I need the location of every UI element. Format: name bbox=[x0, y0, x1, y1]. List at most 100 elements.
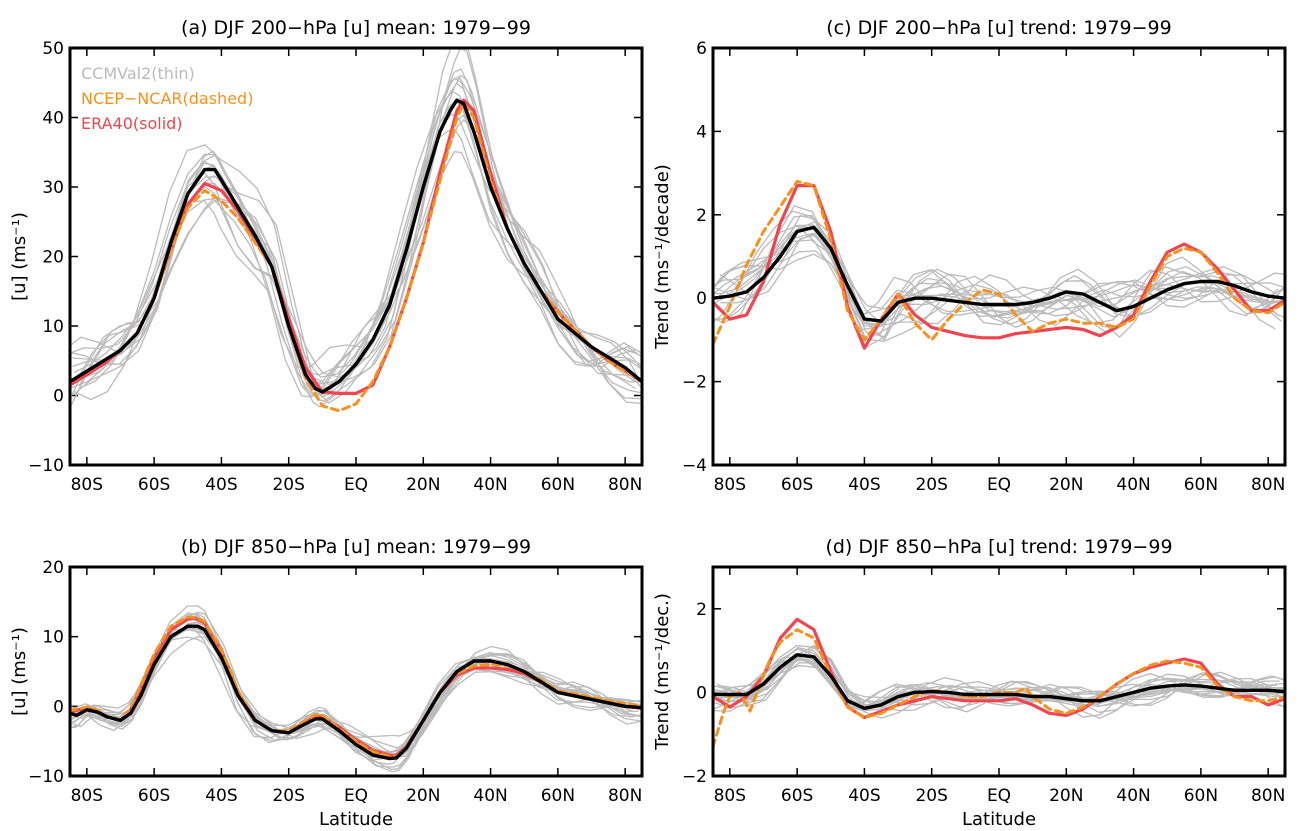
y-tick-label-c: 6 bbox=[696, 39, 707, 59]
series-ccmval-line-c bbox=[713, 239, 1276, 325]
series-ccmval-line-c bbox=[719, 234, 1285, 318]
x-tick-label-a: 60S bbox=[138, 475, 170, 495]
x-tick-label-a: 80N bbox=[608, 475, 642, 495]
y-tick-label-b: −10 bbox=[28, 767, 64, 787]
series-era40-line-c bbox=[713, 184, 1285, 350]
chart-title-a: (a) DJF 200−hPa [u] mean: 1979−99 bbox=[181, 17, 531, 39]
x-tick-label-a: 20N bbox=[406, 475, 440, 495]
x-tick-label-d: 80S bbox=[714, 786, 746, 806]
series-ccmval-line-b bbox=[70, 629, 640, 773]
y-tick-label-b: 20 bbox=[42, 558, 64, 578]
y-tick-label-c: −4 bbox=[682, 456, 707, 476]
series-ccmval-line-a bbox=[72, 99, 642, 392]
x-tick-label-a: 40N bbox=[473, 475, 507, 495]
series-ncep-line-c bbox=[713, 179, 1285, 346]
x-tick-label-b: 20S bbox=[272, 786, 304, 806]
x-tick-label-a: 80S bbox=[71, 475, 103, 495]
x-tick-label-d: 40S bbox=[848, 786, 880, 806]
panel-a: (a) DJF 200−hPa [u] mean: 1979−99 [u] (ms… bbox=[9, 17, 644, 495]
x-tick-label-d: 60N bbox=[1184, 786, 1218, 806]
series-ccmval-line-c bbox=[713, 225, 1285, 329]
y-axis-label-c: Trend (ms⁻¹/decade) bbox=[652, 164, 673, 350]
x-tick-label-b: 80N bbox=[608, 786, 642, 806]
series-ccmval-line-d bbox=[713, 644, 1284, 713]
panel-d: (d) DJF 850−hPa [u] trend: 1979−99 Trend … bbox=[652, 536, 1287, 830]
y-tick-label-b: 10 bbox=[42, 628, 64, 648]
chart-title-b: (b) DJF 850−hPa [u] mean: 1979−99 bbox=[181, 536, 531, 558]
series-ccmval-line-a bbox=[70, 118, 642, 401]
x-tick-label-a: EQ bbox=[344, 475, 368, 495]
x-axis-label-d: Latitude bbox=[962, 809, 1036, 830]
y-tick-label-a: 40 bbox=[42, 109, 64, 129]
series-ccmval-line-a bbox=[70, 98, 641, 403]
series-ccmval-line-a bbox=[78, 113, 642, 389]
y-tick-label-b: 0 bbox=[53, 697, 64, 717]
x-tick-label-c: 20N bbox=[1049, 475, 1083, 495]
x-tick-label-c: 40N bbox=[1116, 475, 1150, 495]
x-tick-label-c: 60S bbox=[781, 475, 813, 495]
x-tick-label-a: 20S bbox=[272, 475, 304, 495]
series-ccmval-line-c bbox=[713, 253, 1285, 326]
y-tick-label-a: 20 bbox=[42, 248, 64, 268]
plot-frame-a bbox=[68, 46, 644, 467]
x-tick-label-b: 20N bbox=[406, 786, 440, 806]
plot-frame-b bbox=[68, 565, 644, 778]
series-ccmval-line-b bbox=[70, 617, 641, 757]
x-tick-label-a: 40S bbox=[205, 475, 237, 495]
series-mmm-line-a bbox=[70, 98, 642, 394]
plot-frame-d bbox=[711, 565, 1287, 778]
x-tick-label-a: 60N bbox=[541, 475, 575, 495]
x-tick-label-c: 80N bbox=[1251, 475, 1285, 495]
x-tick-label-d: 20S bbox=[915, 786, 947, 806]
y-tick-label-d: 2 bbox=[696, 600, 707, 620]
x-tick-label-d: EQ bbox=[987, 786, 1011, 806]
x-tick-label-b: 40S bbox=[205, 786, 237, 806]
x-tick-label-d: 80N bbox=[1251, 786, 1285, 806]
legend-ncep: NCEP−NCAR(dashed) bbox=[81, 89, 253, 108]
x-tick-label-c: 80S bbox=[714, 475, 746, 495]
y-tick-label-c: 2 bbox=[696, 206, 707, 226]
x-tick-label-b: 60S bbox=[138, 786, 170, 806]
series-mmm-line-c bbox=[713, 225, 1285, 323]
series-ccmval-line-c bbox=[713, 214, 1279, 348]
plot-frame-c bbox=[711, 46, 1287, 467]
series-ccmval-line-a bbox=[70, 82, 642, 390]
x-tick-label-d: 40N bbox=[1116, 786, 1150, 806]
y-tick-label-c: 4 bbox=[696, 122, 707, 142]
panel-c: (c) DJF 200−hPa [u] trend: 1979−99 Trend … bbox=[652, 17, 1287, 495]
series-ncep-line-d bbox=[713, 628, 1285, 749]
series-mmm-line-d bbox=[713, 653, 1285, 710]
series-mmm-line-b bbox=[70, 624, 642, 761]
legend-era40: ERA40(solid) bbox=[81, 114, 183, 133]
series-ccmval-line-c bbox=[720, 214, 1285, 331]
y-tick-label-a: 30 bbox=[42, 178, 64, 198]
x-tick-label-b: 40N bbox=[473, 786, 507, 806]
y-tick-label-d: −2 bbox=[682, 767, 707, 787]
x-axis-label-b: Latitude bbox=[319, 809, 393, 830]
x-tick-label-b: 80S bbox=[71, 786, 103, 806]
y-tick-label-a: 10 bbox=[42, 317, 64, 337]
chart-title-c: (c) DJF 200−hPa [u] trend: 1979−99 bbox=[826, 17, 1171, 39]
y-tick-label-a: −10 bbox=[28, 456, 64, 476]
x-tick-label-b: EQ bbox=[344, 786, 368, 806]
x-tick-label-c: 60N bbox=[1184, 475, 1218, 495]
legend-ccmval: CCMVal2(thin) bbox=[81, 64, 195, 83]
x-tick-label-c: 20S bbox=[915, 475, 947, 495]
y-tick-label-c: −2 bbox=[682, 373, 707, 393]
x-tick-label-c: EQ bbox=[987, 475, 1011, 495]
y-tick-label-d: 0 bbox=[696, 683, 707, 703]
series-ccmval-line-c bbox=[713, 205, 1279, 338]
y-tick-label-a: 0 bbox=[53, 387, 64, 407]
x-tick-label-d: 60S bbox=[781, 786, 813, 806]
y-axis-label-b: [u] (ms⁻¹) bbox=[9, 627, 30, 716]
series-ccmval-line-a bbox=[74, 68, 642, 386]
x-tick-label-b: 60N bbox=[541, 786, 575, 806]
series-ccmval-line-c bbox=[713, 210, 1276, 342]
y-axis-label-a: [u] (ms⁻¹) bbox=[9, 212, 30, 301]
x-tick-label-c: 40S bbox=[848, 475, 880, 495]
series-ccmval-line-a bbox=[70, 48, 639, 394]
y-tick-label-c: 0 bbox=[696, 289, 707, 309]
chart-title-d: (d) DJF 850−hPa [u] trend: 1979−99 bbox=[825, 536, 1172, 558]
legend: CCMVal2(thin) NCEP−NCAR(dashed) ERA40(so… bbox=[81, 64, 253, 133]
panel-b: (b) DJF 850−hPa [u] mean: 1979−99 [u] (ms… bbox=[9, 536, 644, 830]
